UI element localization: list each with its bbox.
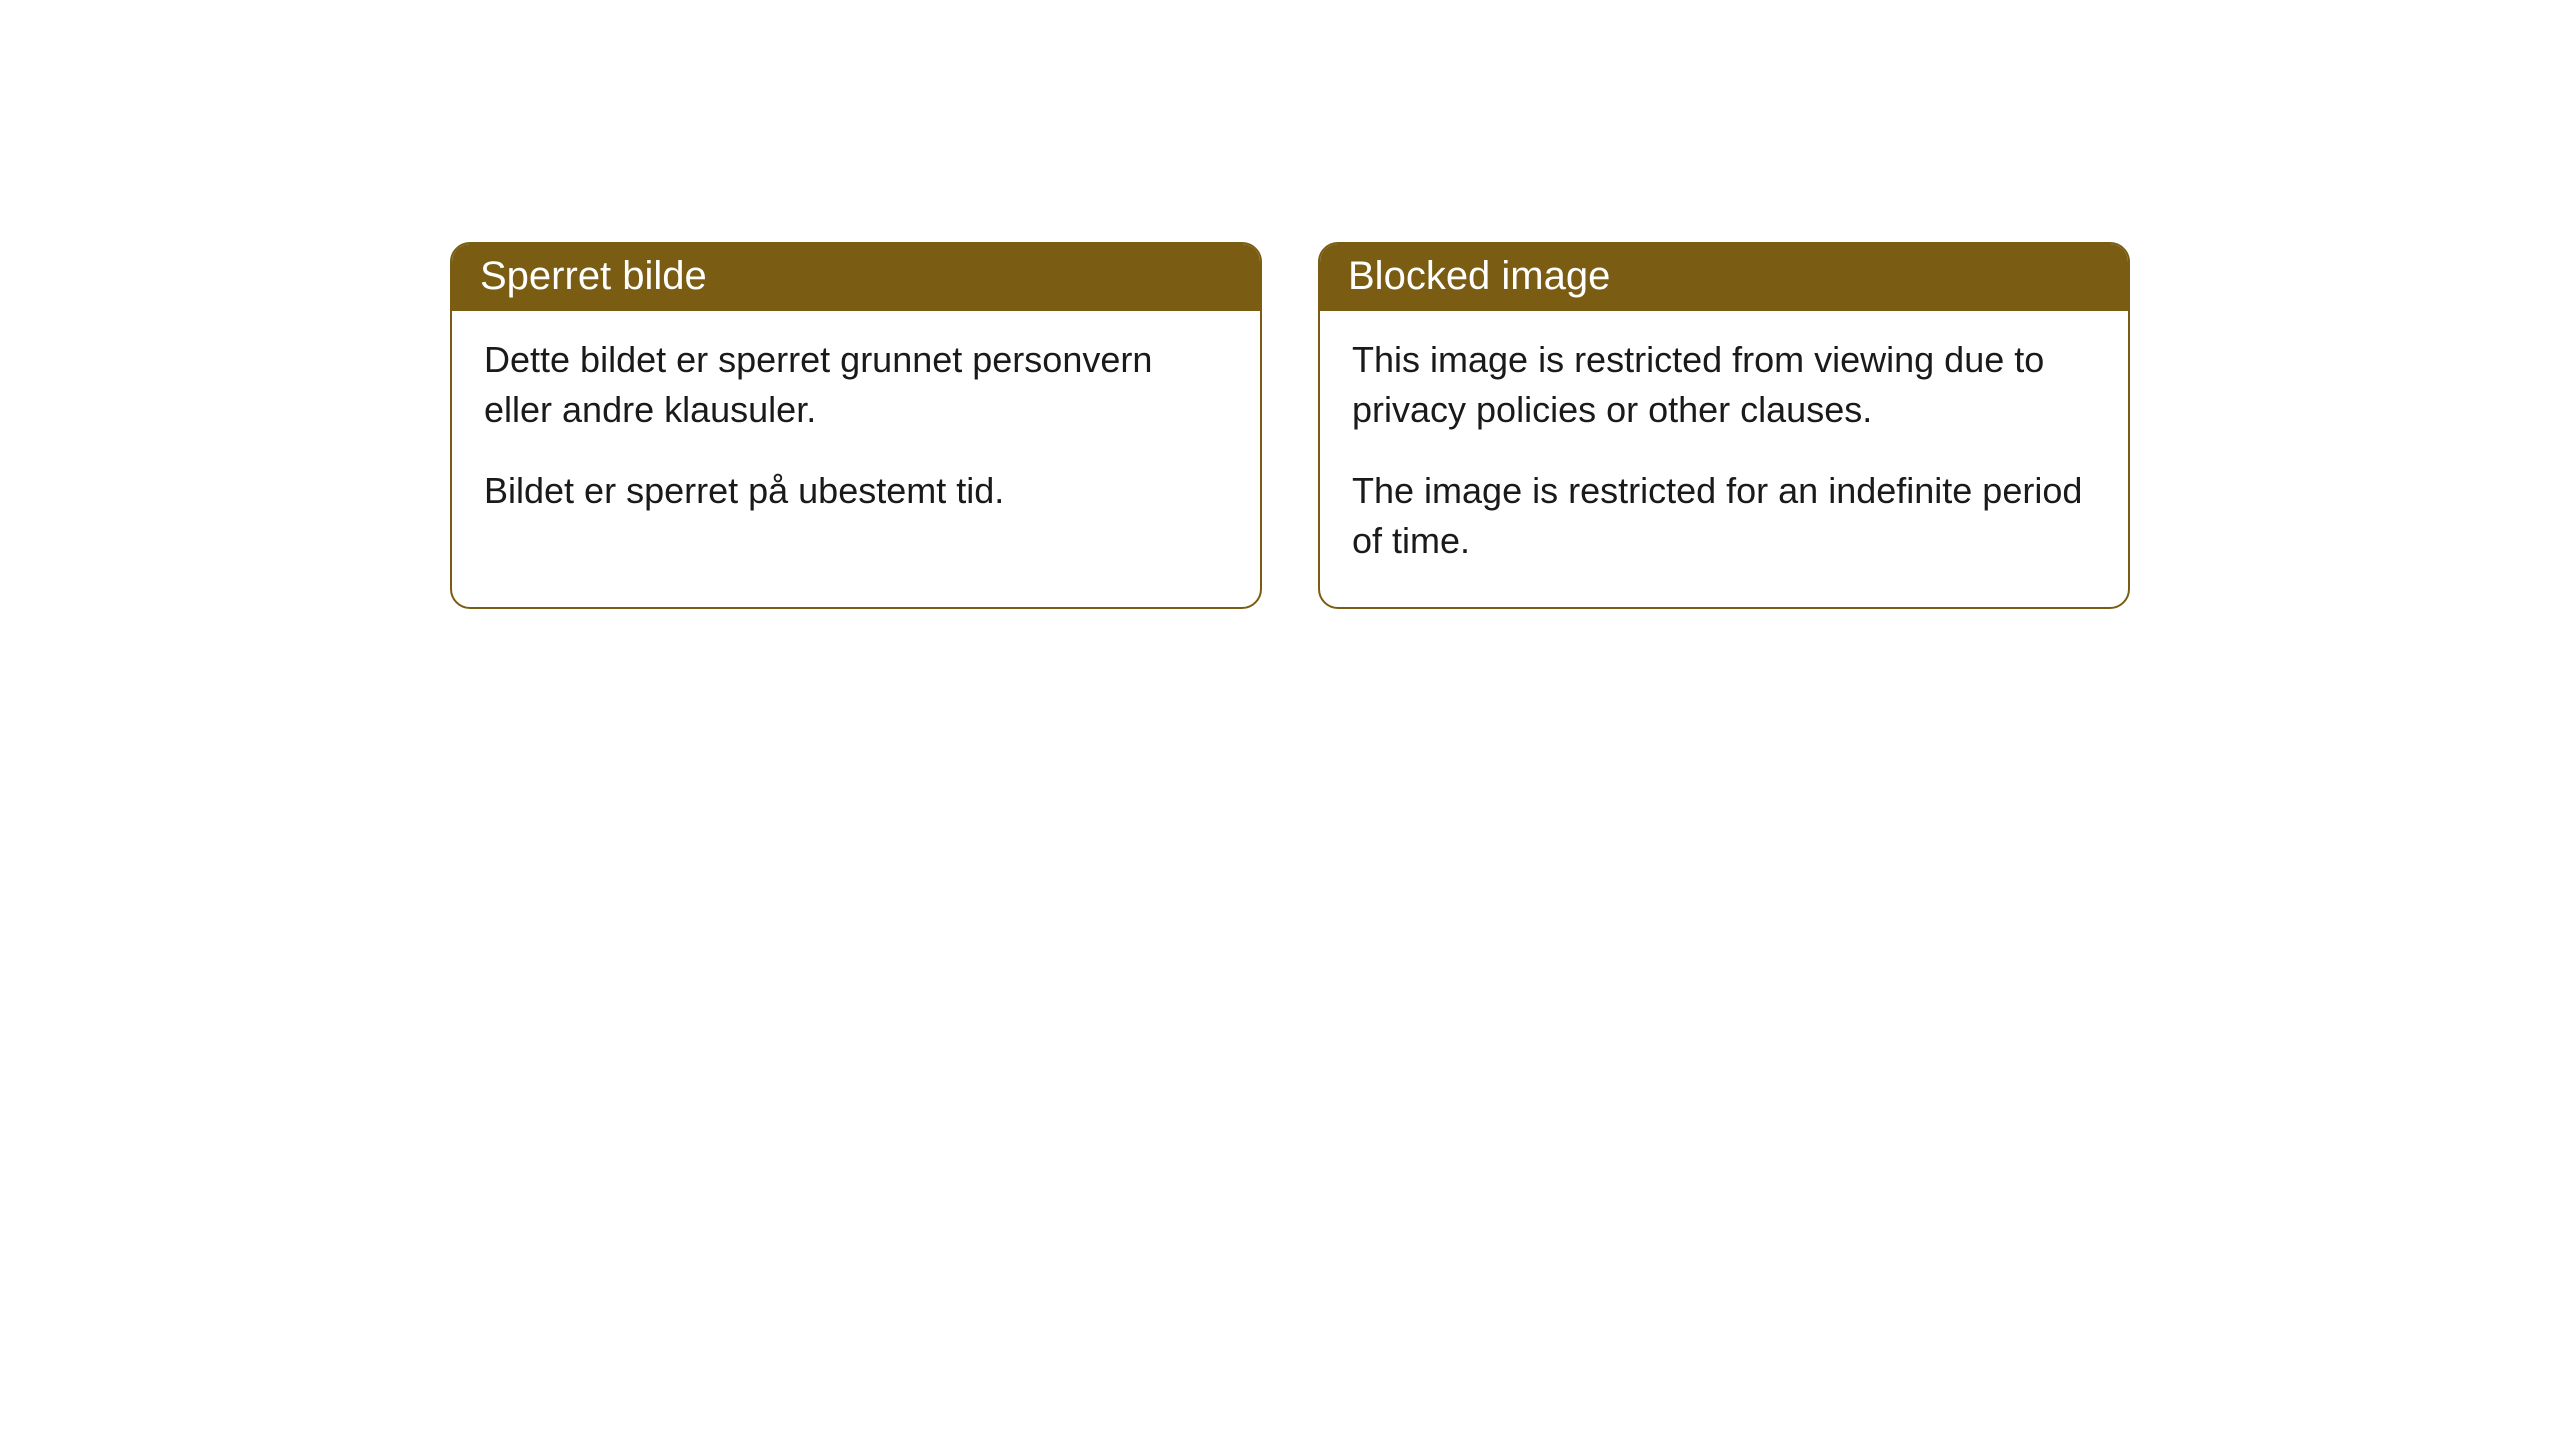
card-header-english: Blocked image (1320, 244, 2128, 311)
card-paragraph: This image is restricted from viewing du… (1352, 335, 2096, 436)
blocked-image-card-norwegian: Sperret bilde Dette bildet er sperret gr… (450, 242, 1262, 609)
card-paragraph: Dette bildet er sperret grunnet personve… (484, 335, 1228, 436)
blocked-image-card-english: Blocked image This image is restricted f… (1318, 242, 2130, 609)
card-title: Sperret bilde (480, 254, 707, 298)
card-body-english: This image is restricted from viewing du… (1320, 311, 2128, 607)
card-title: Blocked image (1348, 254, 1610, 298)
card-body-norwegian: Dette bildet er sperret grunnet personve… (452, 311, 1260, 556)
card-header-norwegian: Sperret bilde (452, 244, 1260, 311)
card-paragraph: The image is restricted for an indefinit… (1352, 466, 2096, 567)
notice-cards-container: Sperret bilde Dette bildet er sperret gr… (450, 242, 2130, 609)
card-paragraph: Bildet er sperret på ubestemt tid. (484, 466, 1228, 516)
